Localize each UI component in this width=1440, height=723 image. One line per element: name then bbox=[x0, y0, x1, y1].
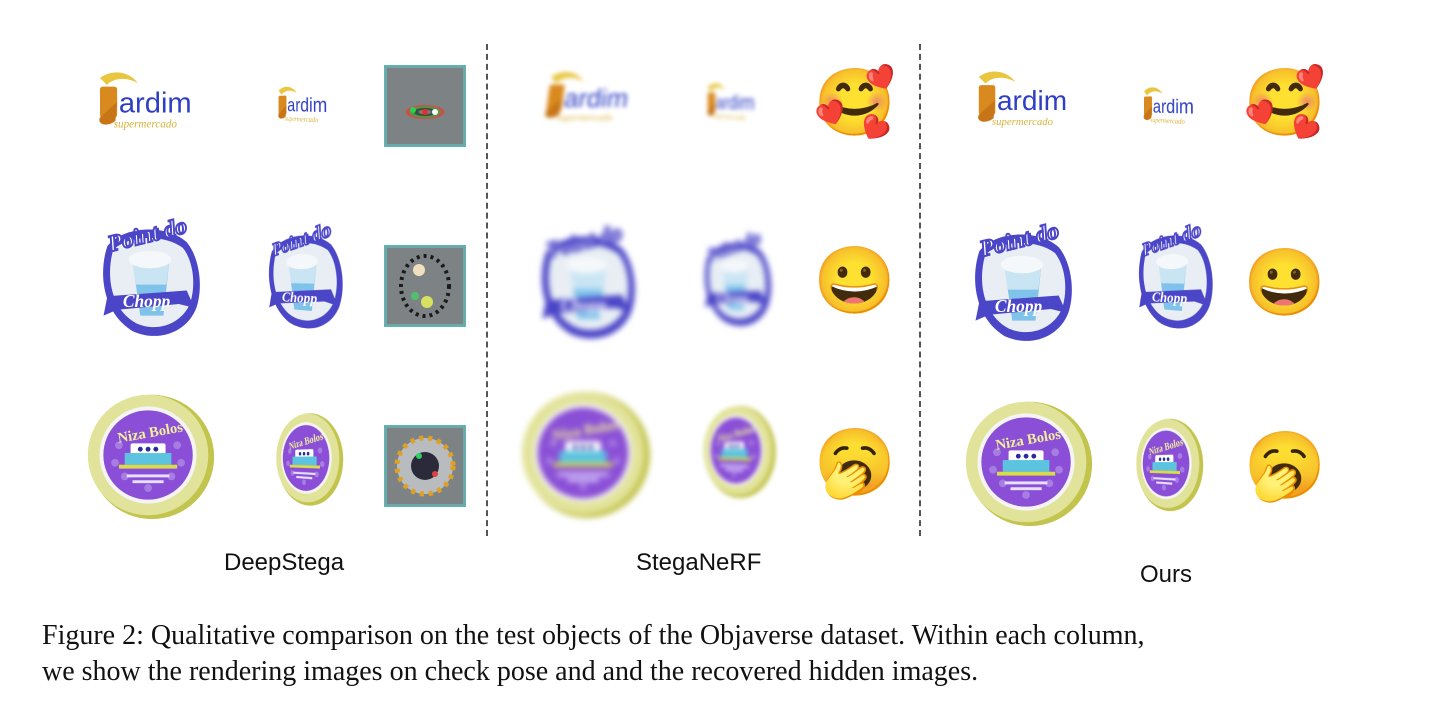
divider-2 bbox=[919, 44, 921, 536]
deepstega-row2-view1 bbox=[88, 200, 208, 350]
ours-row2-view1 bbox=[960, 205, 1080, 355]
steganerf-row2-view2 bbox=[688, 205, 778, 350]
steganerf-row1-view1 bbox=[520, 58, 660, 138]
steganerf-row3-view2 bbox=[685, 375, 785, 525]
deepstega-row3-recovered bbox=[384, 425, 466, 507]
deepstega-row3-view1 bbox=[80, 385, 220, 525]
caption-line-1: Figure 2: Qualitative comparison on the … bbox=[42, 620, 1145, 651]
steganerf-row3-view1 bbox=[515, 380, 655, 525]
group-label-deepstega: DeepStega bbox=[224, 549, 345, 576]
group-label-ours: Ours bbox=[1140, 561, 1193, 588]
deepstega-row2-recovered bbox=[384, 245, 466, 327]
steganerf-row1-view2 bbox=[690, 62, 770, 142]
ours-row3-recovered-emoji: 🥱 bbox=[1243, 428, 1327, 502]
ours-row3-view2 bbox=[1115, 388, 1215, 538]
caption-line-2: we show the rendering images on check po… bbox=[42, 656, 979, 687]
steganerf-row1-recovered-emoji: 🥰 bbox=[813, 65, 897, 139]
steganerf-row3-recovered-emoji: 🥱 bbox=[813, 425, 897, 499]
ours-row2-view2 bbox=[1120, 200, 1220, 350]
deepstega-row1-view2 bbox=[262, 60, 342, 150]
divider-1 bbox=[486, 44, 488, 536]
deepstega-row2-view2 bbox=[250, 200, 350, 350]
figure-caption: Figure 2: Qualitative comparison on the … bbox=[42, 618, 1402, 690]
steganerf-row2-view1 bbox=[520, 210, 650, 350]
ours-row3-view1 bbox=[958, 392, 1098, 532]
deepstega-row1-recovered bbox=[384, 65, 466, 147]
deepstega-row1-view1 bbox=[88, 62, 208, 142]
ours-row1-view2 bbox=[1128, 58, 1208, 153]
steganerf-row2-recovered-emoji: 😀 bbox=[813, 243, 897, 317]
ours-row2-recovered-emoji: 😀 bbox=[1243, 245, 1327, 319]
ours-row1-recovered-emoji: 🥰 bbox=[1243, 65, 1327, 139]
group-label-steganerf: StegaNeRF bbox=[636, 549, 762, 576]
deepstega-row3-view2 bbox=[255, 385, 355, 530]
ours-row1-view1 bbox=[960, 60, 1090, 140]
